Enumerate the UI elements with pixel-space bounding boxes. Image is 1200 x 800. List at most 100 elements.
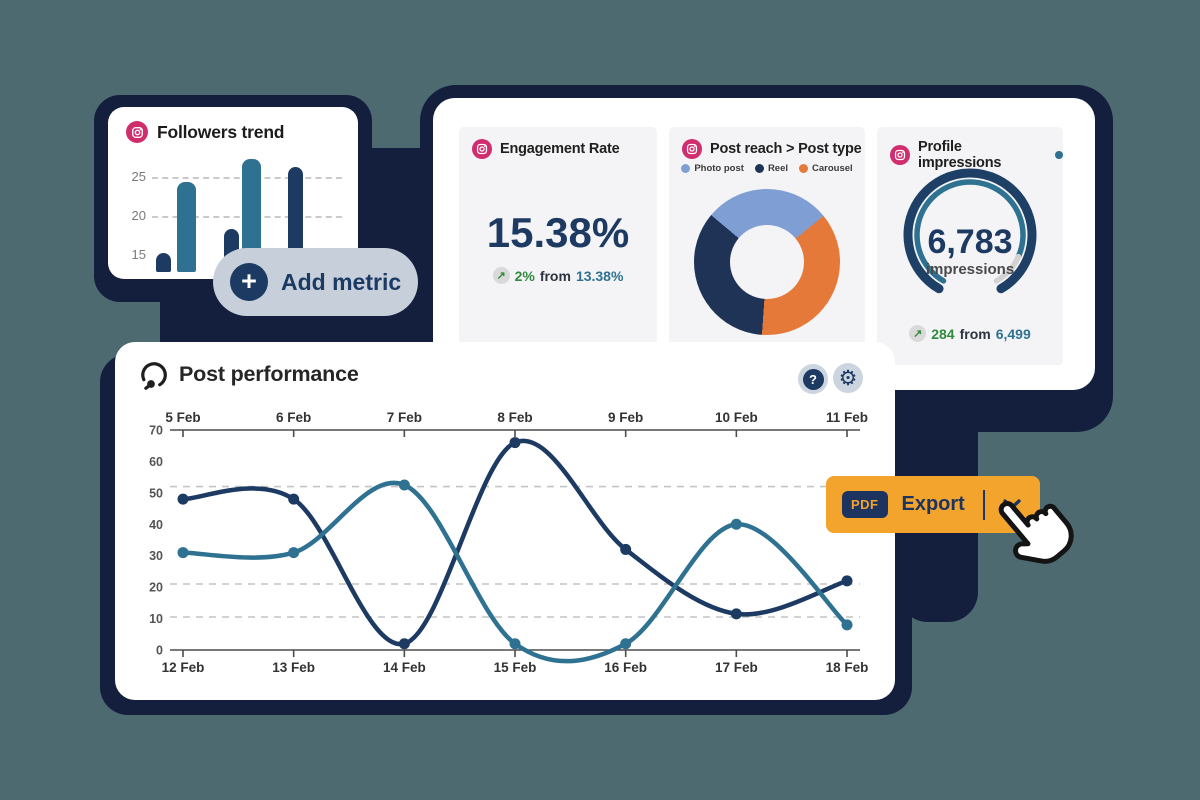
post-reach-card-title: Post reach > Post type <box>710 141 862 157</box>
up-arrow-icon: ↗ <box>492 267 510 284</box>
followers-card-title: Followers trend <box>157 121 285 142</box>
profile-impressions-card: Profile impressions 6,783 impressions ↗ … <box>877 127 1063 365</box>
ytick-label: 30 <box>149 549 163 563</box>
gauge-inner-arc-gray <box>993 253 1022 284</box>
data-point-dot <box>841 575 853 587</box>
impressions-unit: impressions <box>925 261 1015 278</box>
add-metric-label: Add metric <box>281 268 402 295</box>
top-date-label: 10 Feb <box>715 410 758 425</box>
pdf-badge: PDF <box>842 491 888 518</box>
donut-legend: Photo post Reel Carousel <box>669 163 865 174</box>
top-date-label: 8 Feb <box>497 410 532 425</box>
instagram-icon <box>126 121 148 143</box>
line-series-series-teal <box>180 480 850 664</box>
help-button[interactable]: ? <box>798 364 828 394</box>
ytick-label: 70 <box>149 424 163 438</box>
data-point-dot <box>398 479 410 491</box>
data-point-dot <box>398 638 410 650</box>
data-point-dot <box>509 437 521 449</box>
hand-cursor-icon <box>968 470 1092 595</box>
bottom-date-label: 13 Feb <box>272 660 315 675</box>
question-icon: ? <box>802 368 824 390</box>
followers-bar <box>242 158 261 272</box>
divider <box>982 489 985 520</box>
ytick-label: 40 <box>149 518 163 532</box>
top-date-label: 7 Feb <box>387 410 422 425</box>
legend-dot-icon <box>799 164 809 173</box>
ytick-label: 60 <box>149 455 163 469</box>
engagement-rate-card: Engagement Rate 15.38% ↗ 2% from 13.38% <box>459 127 657 365</box>
followers-ytick-label: 25 <box>131 168 146 184</box>
data-point-dot <box>841 619 853 631</box>
followers-bar <box>177 182 196 272</box>
data-point-dot <box>177 547 189 559</box>
data-point-dot <box>288 547 300 559</box>
bottom-date-label: 16 Feb <box>604 660 647 675</box>
post-performance-title: Post performance <box>179 362 359 386</box>
up-arrow-icon: ↗ <box>909 325 927 342</box>
impressions-value: 6,783 <box>927 223 1013 261</box>
bottom-date-label: 15 Feb <box>494 660 537 675</box>
engagement-value: 15.38% <box>486 209 630 256</box>
post-performance-panel: Post performance ? ⚙ 5 Feb 12 Feb 6 Feb 13 … <box>115 342 895 700</box>
gear-icon: ⚙ <box>838 366 858 390</box>
engagement-card-title: Engagement Rate <box>500 141 620 157</box>
engagement-delta: 2% <box>514 267 535 284</box>
instagram-icon <box>682 139 702 159</box>
bottom-date-label: 17 Feb <box>715 660 758 675</box>
ytick-label: 20 <box>149 581 163 595</box>
legend-label: Reel <box>767 163 789 174</box>
engagement-from-word: from <box>539 267 571 284</box>
legend-dot-icon <box>754 164 764 173</box>
line-series-series-navy <box>180 438 850 647</box>
ytick-label: 50 <box>149 486 163 500</box>
legend-item: Carousel <box>799 163 853 174</box>
top-date-label: 11 Feb <box>826 410 868 425</box>
followers-ytick-label: 20 <box>131 207 146 223</box>
legend-item: Photo post <box>681 163 744 174</box>
plus-icon: + <box>230 263 268 301</box>
top-date-label: 6 Feb <box>276 410 311 425</box>
post-reach-card: Post reach > Post type Photo post Reel Car… <box>669 127 865 365</box>
impressions-from-word: from <box>959 325 991 342</box>
instagram-icon <box>472 139 492 159</box>
legend-label: Carousel <box>812 163 853 174</box>
data-point-dot <box>730 518 742 530</box>
legend-dot-icon <box>681 164 691 173</box>
data-point-dot <box>177 493 189 505</box>
bottom-date-label: 14 Feb <box>383 660 426 675</box>
donut-hole <box>730 225 804 299</box>
ytick-label: 0 <box>156 644 163 658</box>
impressions-gauge <box>885 157 1055 304</box>
top-date-label: 9 Feb <box>608 410 643 425</box>
followers-bar <box>156 252 171 272</box>
impressions-previous: 6,499 <box>995 325 1031 342</box>
top-date-label: 5 Feb <box>165 410 200 425</box>
gauge-logo-icon <box>139 360 169 395</box>
data-point-dot <box>288 493 300 505</box>
post-type-donut-chart <box>694 189 840 335</box>
teal-dot-icon <box>1055 151 1063 159</box>
impressions-card-title: Profile impressions <box>918 139 1002 171</box>
ytick-label: 10 <box>149 612 163 626</box>
gauge-inner-arc-teal <box>914 179 1026 284</box>
add-metric-button[interactable]: + Add metric <box>213 248 418 316</box>
bottom-date-label: 12 Feb <box>162 660 205 675</box>
followers-bar <box>288 166 303 272</box>
post-performance-line-chart: 5 Feb 12 Feb 6 Feb 13 Feb 7 Feb 14 Feb 8 Feb 15… <box>149 410 869 675</box>
followers-ytick-label: 15 <box>131 246 146 262</box>
engagement-previous: 13.38% <box>575 267 624 284</box>
instagram-icon <box>890 145 910 165</box>
gauge-outer-arc <box>903 168 1037 294</box>
export-label: Export <box>901 493 965 515</box>
metrics-panel: Engagement Rate 15.38% ↗ 2% from 13.38% … <box>433 98 1095 390</box>
data-point-dot <box>509 638 521 650</box>
legend-item: Reel <box>754 163 789 174</box>
legend-label: Photo post <box>694 163 744 174</box>
data-point-dot <box>620 638 632 650</box>
data-point-dot <box>730 608 742 620</box>
settings-button[interactable]: ⚙ <box>833 363 863 393</box>
data-point-dot <box>620 543 632 555</box>
bottom-date-label: 18 Feb <box>826 660 869 675</box>
